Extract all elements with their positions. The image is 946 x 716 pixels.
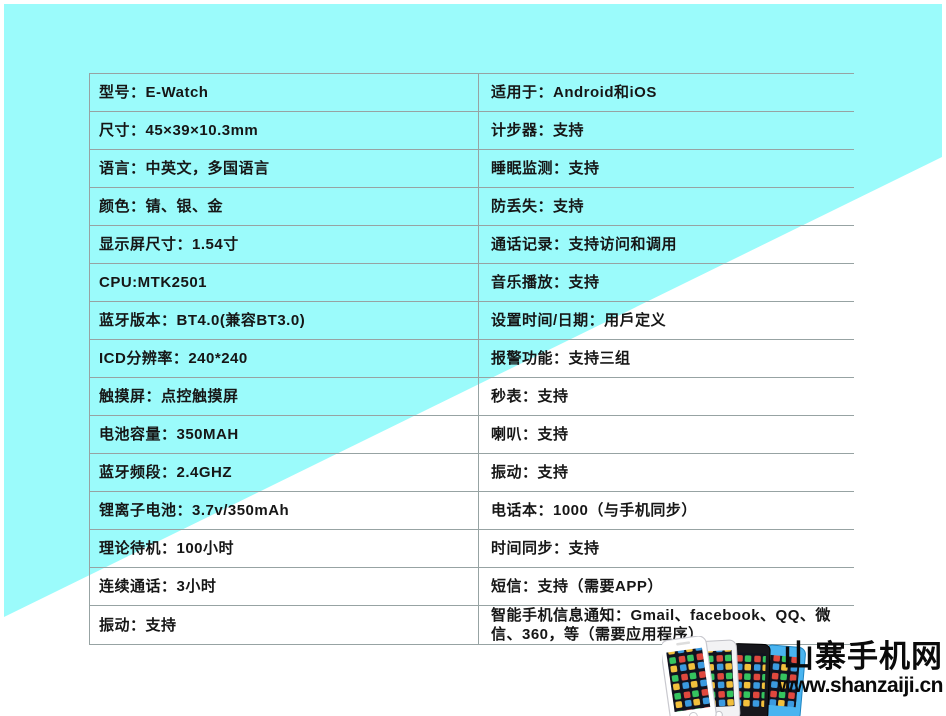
blue-phone-icon [759,644,806,716]
spec-cell-right: 睡眠监测：支持 [478,149,854,187]
spec-cell-right: 智能手机信息通知：Gmail、facebook、QQ、微信、360，等（需要应用… [478,605,854,645]
spec-cell-left: 连续通话：3小时 [89,567,478,605]
spec-cell-right: 喇叭：支持 [478,415,854,453]
spec-cell-left: 颜色：锖、银、金 [89,187,478,225]
spec-cell-right: 报警功能：支持三组 [478,339,854,377]
spec-cell-right: 防丢失：支持 [478,187,854,225]
spec-cell-left: 显示屏尺寸：1.54寸 [89,225,478,263]
spec-cell-right: 音乐播放：支持 [478,263,854,301]
spec-table: 型号：E-Watch 适用于：Android和iOS 尺寸：45×39×10.3mm… [89,73,854,645]
watermark-text: 山寨手机网 www.shanzaiji.cn [777,639,944,697]
smartphones-icon [662,636,806,716]
spec-cell-left: 蓝牙频段：2.4GHZ [89,453,478,491]
spec-cell-right: 电话本：1000（与手机同步） [478,491,854,529]
spec-cell-left: 语言：中英文，多国语言 [89,149,478,187]
spec-cell-left: 触摸屏：点控触摸屏 [89,377,478,415]
spec-cell-left: 电池容量：350MAH [89,415,478,453]
spec-cell-left: 蓝牙版本：BT4.0(兼容BT3.0) [89,301,478,339]
spec-cell-left: 尺寸：45×39×10.3mm [89,111,478,149]
spec-cell-left: CPU:MTK2501 [89,263,478,301]
white-phone-icon [662,636,717,716]
spec-cell-right: 通话记录：支持访问和调用 [478,225,854,263]
spec-cell-right: 计步器：支持 [478,111,854,149]
spec-cell-right: 秒表：支持 [478,377,854,415]
spec-cell-left: 振动：支持 [89,605,478,645]
spec-cell-right: 短信：支持（需要APP） [478,567,854,605]
spec-cell-right: 适用于：Android和iOS [478,73,854,111]
spec-cell-right: 设置时间/日期：用戶定义 [478,301,854,339]
spec-cell-left: 锂离子电池：3.7v/350mAh [89,491,478,529]
spec-cell-left: ICD分辨率：240*240 [89,339,478,377]
spec-cell-left: 型号：E-Watch [89,73,478,111]
spec-cell-right: 振动：支持 [478,453,854,491]
spec-cell-left: 理论待机：100小时 [89,529,478,567]
watermark: 山寨手机网 www.shanzaiji.cn [654,634,946,716]
watermark-site-url: www.shanzaiji.cn [777,674,944,697]
watermark-site-name: 山寨手机网 [783,639,943,675]
spec-cell-right: 时间同步：支持 [478,529,854,567]
